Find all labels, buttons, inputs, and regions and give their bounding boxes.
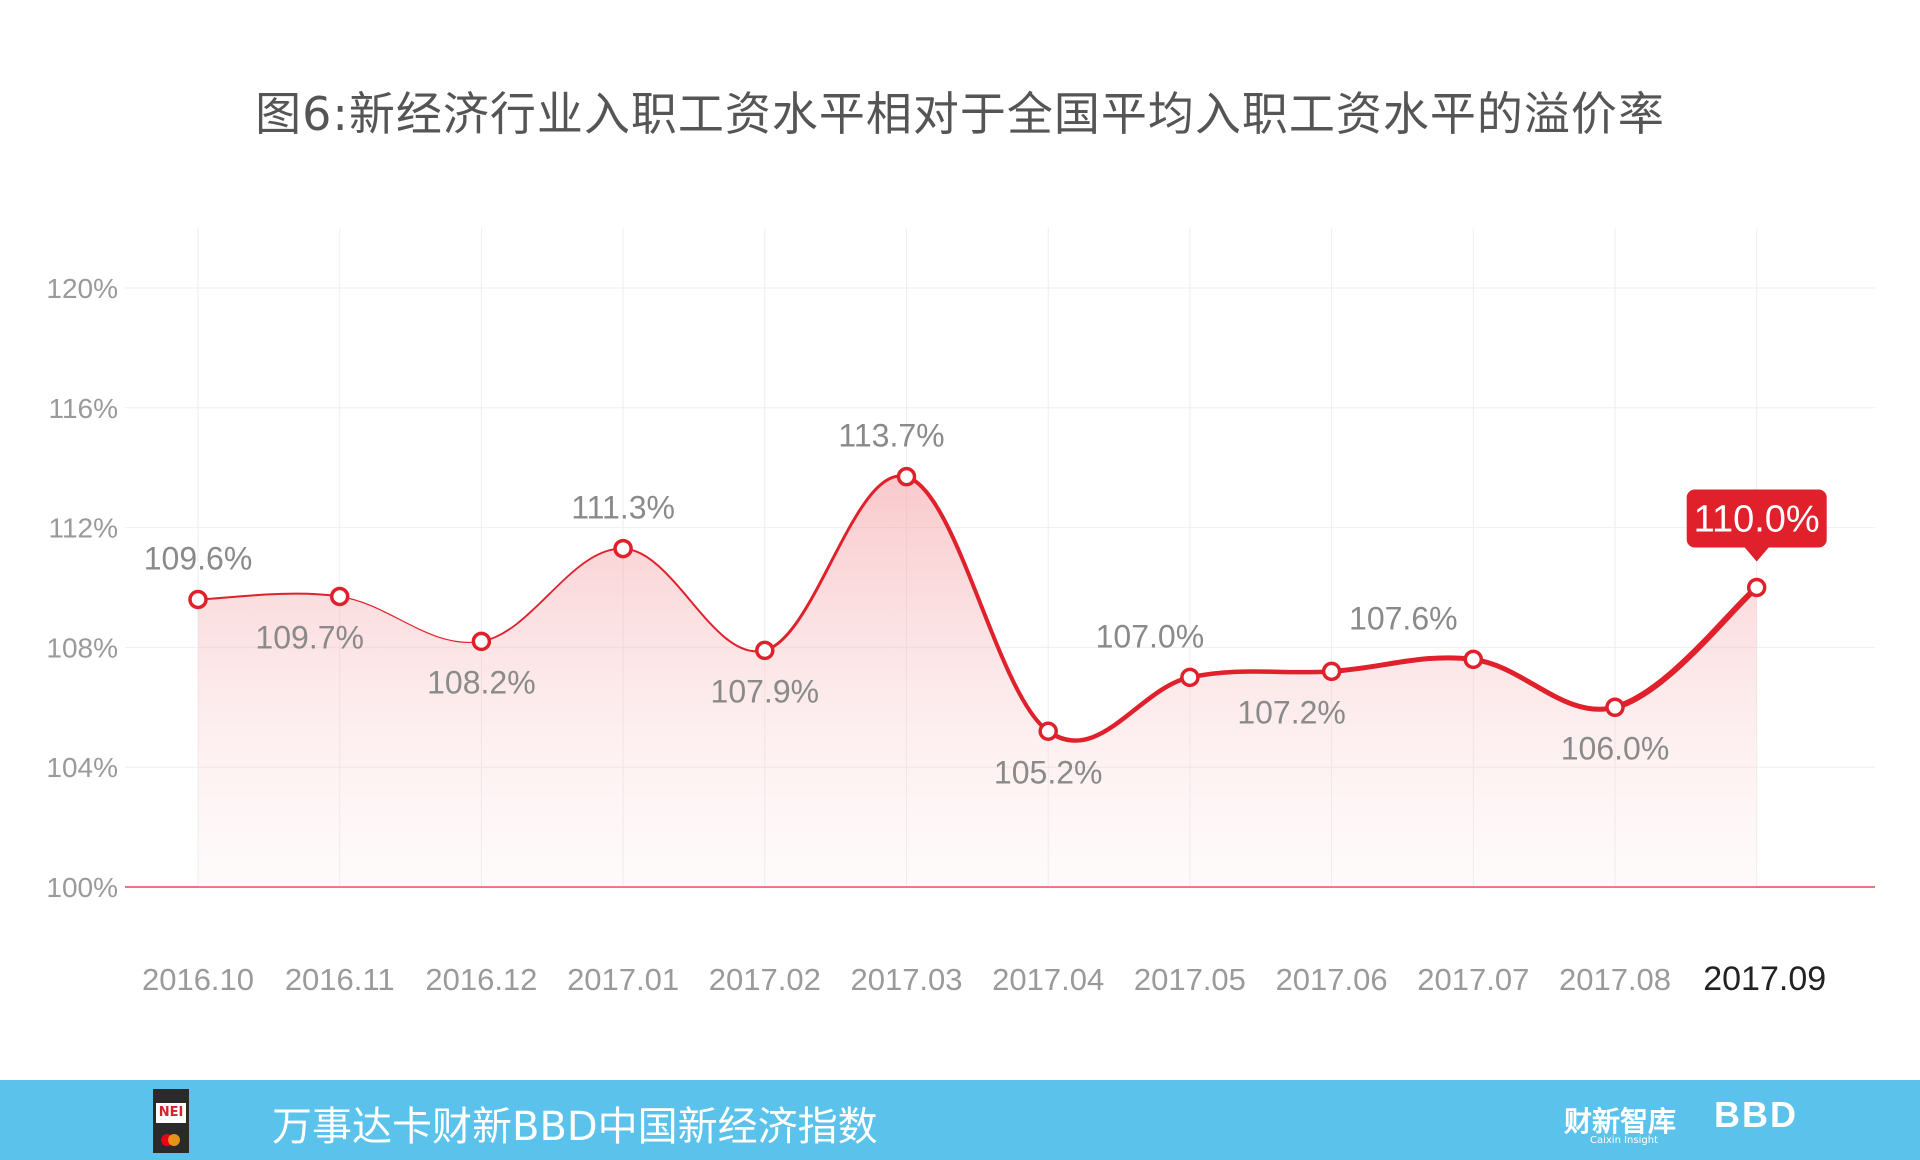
x-tick-label: 2017.06 bbox=[1276, 962, 1388, 997]
data-label-highlight: 110.0% bbox=[1694, 499, 1820, 541]
data-point bbox=[1321, 661, 1342, 682]
series-line-segment bbox=[339, 595, 482, 644]
caixin-insight-subtitle: Caixin Insight bbox=[1590, 1135, 1658, 1146]
data-label: 111.3% bbox=[571, 490, 675, 526]
data-point bbox=[1180, 667, 1200, 688]
series-line-segment bbox=[1187, 669, 1334, 680]
mastercard-circle-orange bbox=[168, 1134, 180, 1146]
x-tick-label: 2017.04 bbox=[992, 962, 1104, 997]
nei-logo-text: NEI bbox=[156, 1103, 186, 1123]
x-tick-label: 2017.08 bbox=[1559, 962, 1671, 997]
x-tick-label: 2017.09 bbox=[1703, 960, 1826, 998]
data-point bbox=[188, 589, 208, 610]
line-chart: 109.6% 109.7% 108.2% 111.3% 107.9% 113.7% 105.… bbox=[46, 228, 1875, 998]
caixin-insight-logo: 财新智库 bbox=[1564, 1105, 1677, 1138]
highlight-callout: 110.0% bbox=[1686, 489, 1827, 562]
series-line-segment bbox=[480, 547, 624, 643]
data-point bbox=[896, 466, 917, 487]
series-line bbox=[197, 474, 1760, 743]
data-point bbox=[1463, 649, 1484, 670]
series-line-segment bbox=[763, 474, 908, 652]
y-tick-label: 104% bbox=[46, 752, 118, 783]
data-point bbox=[329, 586, 350, 607]
data-label: 113.7% bbox=[838, 418, 944, 454]
data-point bbox=[613, 538, 633, 559]
data-label: 109.6% bbox=[144, 540, 253, 576]
data-point bbox=[1605, 697, 1625, 718]
y-tick-label: 108% bbox=[46, 632, 118, 663]
x-tick-label: 2016.11 bbox=[285, 962, 395, 997]
x-tick-label: 2017.05 bbox=[1134, 962, 1246, 997]
series-line-segment bbox=[1329, 655, 1476, 674]
y-tick-label: 100% bbox=[46, 872, 118, 903]
footer-index-name: 万事达卡财新BBD中国新经济指数 bbox=[272, 1104, 878, 1150]
callout-pointer bbox=[1744, 547, 1769, 562]
x-tick-label: 2017.02 bbox=[709, 962, 821, 997]
series-line-segment bbox=[1612, 584, 1760, 711]
series-line-segment bbox=[1470, 656, 1618, 712]
data-label: 108.2% bbox=[427, 664, 536, 700]
callout-box bbox=[1686, 489, 1827, 548]
y-tick-label: 120% bbox=[46, 273, 118, 304]
x-axis-ticks: 2016.10 2016.11 2016.12 2017.01 2017.02 2017.… bbox=[142, 960, 1826, 998]
x-tick-label: 2017.01 bbox=[567, 962, 679, 997]
chart-title: 图6:新经济行业入职工资水平相对于全国平均入职工资水平的溢价率 bbox=[255, 87, 1665, 141]
area-fill bbox=[198, 475, 1757, 887]
x-tick-label: 2016.12 bbox=[425, 962, 537, 997]
y-tick-label: 116% bbox=[48, 393, 118, 424]
data-label: 107.2% bbox=[1237, 694, 1346, 730]
series-line-segment bbox=[904, 474, 1051, 734]
nei-logo: NEI bbox=[153, 1089, 189, 1153]
data-point bbox=[755, 640, 775, 661]
y-tick-label: 112% bbox=[48, 513, 118, 544]
data-label: 107.6% bbox=[1349, 600, 1458, 636]
series-line-segment bbox=[622, 547, 766, 653]
data-point bbox=[1746, 577, 1767, 598]
area-fill-path bbox=[198, 475, 1757, 887]
data-labels: 109.6% 109.7% 108.2% 111.3% 107.9% 113.7% 105.… bbox=[144, 418, 1827, 790]
data-points bbox=[188, 466, 1767, 742]
data-label: 107.9% bbox=[711, 673, 820, 709]
data-label: 105.2% bbox=[994, 754, 1103, 790]
data-label: 107.0% bbox=[1096, 618, 1205, 654]
series-line-segment bbox=[197, 592, 341, 601]
x-tick-label: 2017.03 bbox=[850, 962, 962, 997]
x-tick-label: 2017.07 bbox=[1417, 962, 1529, 997]
data-label: 109.7% bbox=[255, 619, 364, 655]
footer-bar: NEI 万事达卡财新BBD中国新经济指数 财新智库 Caixin Insight… bbox=[0, 1080, 1920, 1160]
bbd-logo: BBD bbox=[1714, 1094, 1798, 1135]
series-line-segment bbox=[1045, 675, 1193, 743]
data-label: 106.0% bbox=[1561, 730, 1670, 766]
y-axis-ticks: 100% 104% 108% 112% 116% 120% bbox=[46, 273, 118, 903]
data-point bbox=[1038, 721, 1058, 742]
data-point bbox=[471, 631, 492, 652]
x-tick-label: 2016.10 bbox=[142, 962, 254, 997]
